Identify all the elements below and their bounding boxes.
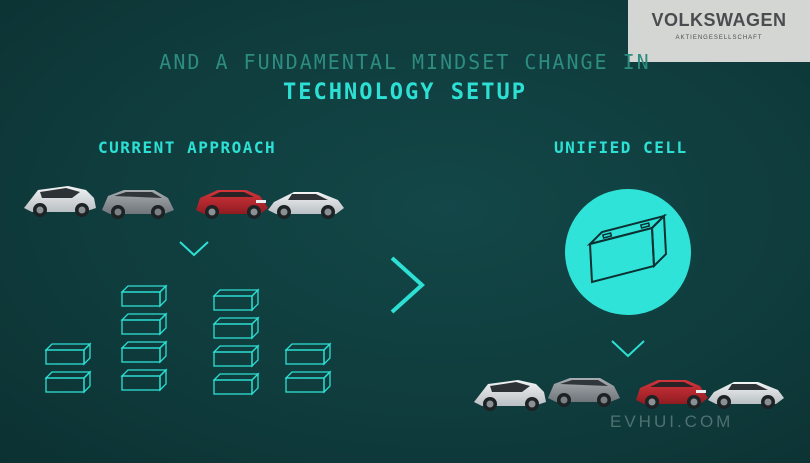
car-white-sports-icon xyxy=(268,192,344,219)
brand-name: VOLKSWAGEN xyxy=(651,10,787,30)
watermark: EVHUI.COM xyxy=(610,412,734,431)
car-grey-suv-icon xyxy=(548,378,620,407)
title-line-1: AND A FUNDAMENTAL MINDSET CHANGE IN xyxy=(159,50,651,74)
car-red-crossover-icon xyxy=(196,190,268,219)
car-white-hatchback-icon xyxy=(474,380,546,411)
chevron-down-icon xyxy=(179,241,209,257)
battery-cell-icon xyxy=(45,371,91,393)
battery-cell-icon xyxy=(213,317,259,339)
car-white-hatchback-icon xyxy=(24,186,96,217)
unified-cell-circle xyxy=(565,189,691,315)
battery-cell-icon xyxy=(213,345,259,367)
battery-cell-icon xyxy=(121,341,167,363)
car-red-crossover-icon xyxy=(636,380,708,409)
battery-cell-icon xyxy=(121,369,167,391)
car-grey-suv-icon xyxy=(102,190,174,219)
battery-cell-icon xyxy=(213,373,259,395)
unified-car-lineup xyxy=(474,378,784,411)
battery-cell-icon xyxy=(285,371,331,393)
chevron-down-icon xyxy=(611,340,645,358)
battery-cell-icon xyxy=(285,343,331,365)
multiple-cell-formats xyxy=(45,285,331,395)
current-approach-heading: CURRENT APPROACH xyxy=(98,138,277,157)
unified-battery-cell-icon xyxy=(586,213,668,284)
battery-cell-icon xyxy=(213,289,259,311)
brand-subtitle: AKTIENGESELLSCHAFT xyxy=(675,35,763,41)
battery-cell-icon xyxy=(121,285,167,307)
unified-cell-heading: UNIFIED CELL xyxy=(554,138,688,157)
page-title: TECHNOLOGY SETUP xyxy=(283,80,527,105)
brand-logo: VOLKSWAGEN AKTIENGESELLSCHAFT xyxy=(628,0,810,62)
current-car-lineup xyxy=(24,186,344,219)
chevron-right-icon xyxy=(390,256,425,314)
car-white-sports-icon xyxy=(708,382,784,409)
battery-cell-icon xyxy=(121,313,167,335)
battery-cell-icon xyxy=(45,343,91,365)
